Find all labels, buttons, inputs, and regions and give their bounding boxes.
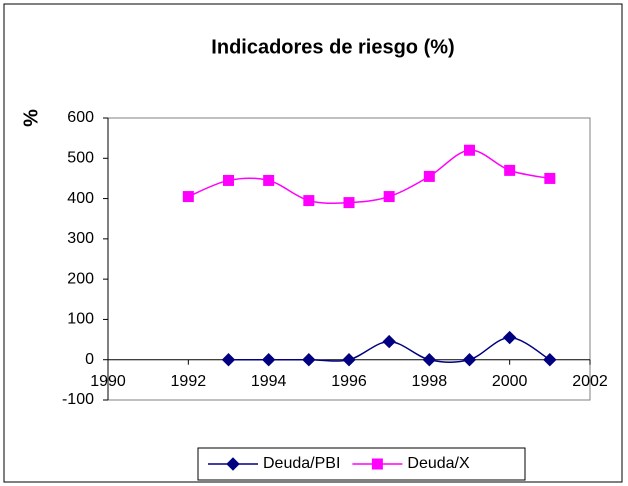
marker — [423, 170, 435, 182]
x-tick-label: 2000 — [492, 373, 528, 390]
marker — [182, 191, 194, 203]
legend-marker — [371, 458, 383, 470]
marker — [263, 174, 275, 186]
x-tick-label: 1996 — [331, 373, 367, 390]
marker — [383, 191, 395, 203]
legend-label: Deuda/X — [407, 455, 470, 472]
y-tick-label: 400 — [67, 190, 94, 207]
x-tick-label: 1990 — [90, 373, 126, 390]
marker — [502, 330, 517, 345]
marker — [342, 353, 356, 367]
series-line — [188, 149, 550, 204]
chart-title: Indicadores de riesgo (%) — [211, 36, 454, 58]
y-tick-label: 500 — [67, 150, 94, 167]
y-tick-label: -100 — [62, 391, 94, 408]
y-axis-label: % — [20, 109, 42, 127]
marker — [544, 172, 556, 184]
y-tick-label: 0 — [85, 351, 94, 368]
marker — [382, 334, 396, 349]
y-tick-label: 300 — [67, 230, 94, 247]
marker — [543, 353, 557, 367]
marker — [504, 164, 516, 176]
marker — [302, 353, 316, 367]
marker — [221, 353, 236, 367]
marker — [422, 353, 437, 367]
legend-label: Deuda/PBI — [263, 455, 340, 472]
x-tick-label: 1992 — [171, 373, 207, 390]
x-tick-label: 1994 — [251, 373, 287, 390]
x-tick-label: 1998 — [412, 373, 448, 390]
chart-border — [3, 3, 623, 483]
marker — [223, 174, 234, 186]
marker — [303, 195, 315, 207]
y-tick-label: 100 — [67, 311, 94, 328]
marker — [464, 144, 475, 156]
x-tick-label: 2002 — [572, 373, 608, 390]
legend-marker — [226, 457, 240, 471]
marker — [343, 197, 355, 209]
y-tick-label: 200 — [67, 270, 94, 287]
marker — [261, 353, 276, 367]
y-tick-label: 600 — [67, 109, 94, 126]
marker — [462, 353, 477, 367]
